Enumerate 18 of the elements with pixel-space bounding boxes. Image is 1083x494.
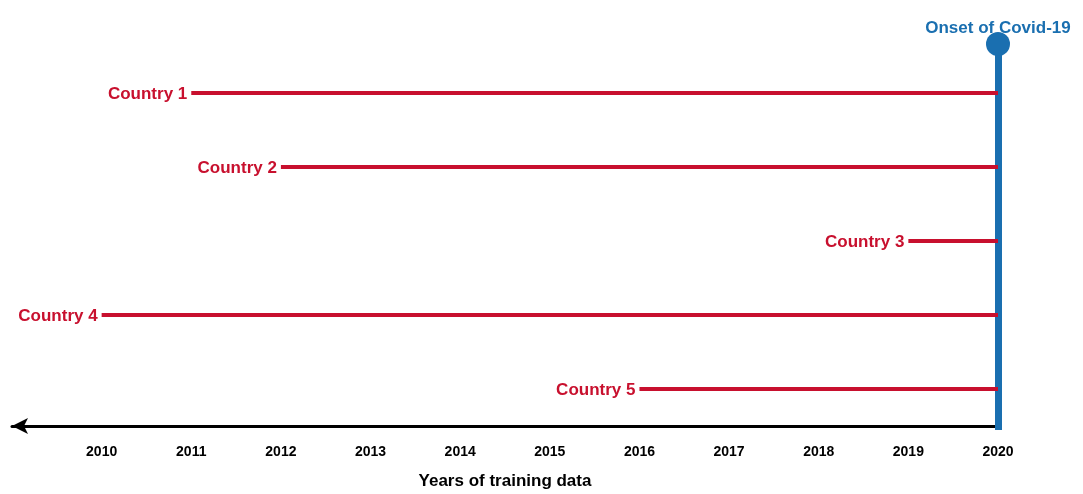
x-tick-label: 2010 [86, 443, 118, 459]
x-tick-label: 2017 [713, 443, 745, 459]
ref-line-label: Onset of Covid-19 [925, 18, 1071, 37]
x-axis-title: Years of training data [418, 471, 592, 490]
x-tick-label: 2015 [534, 443, 566, 459]
x-tick-label: 2013 [354, 443, 387, 459]
x-tick-label: 2014 [444, 443, 476, 459]
x-tick-label: 2018 [803, 443, 835, 459]
y-tick-label: Country 3 [825, 231, 905, 251]
y-tick-label: Country 2 [197, 157, 277, 177]
x-tick-label: 2020 [982, 443, 1014, 459]
x-tick-label: 2012 [265, 443, 297, 459]
x-tick-label: 2016 [623, 443, 656, 459]
x-tick-label: 2019 [892, 443, 925, 459]
y-tick-label: Country 1 [107, 83, 188, 103]
y-tick-label: Country 4 [18, 305, 99, 325]
y-tick-label: Country 5 [556, 379, 636, 399]
x-tick-label: 2011 [176, 443, 207, 459]
